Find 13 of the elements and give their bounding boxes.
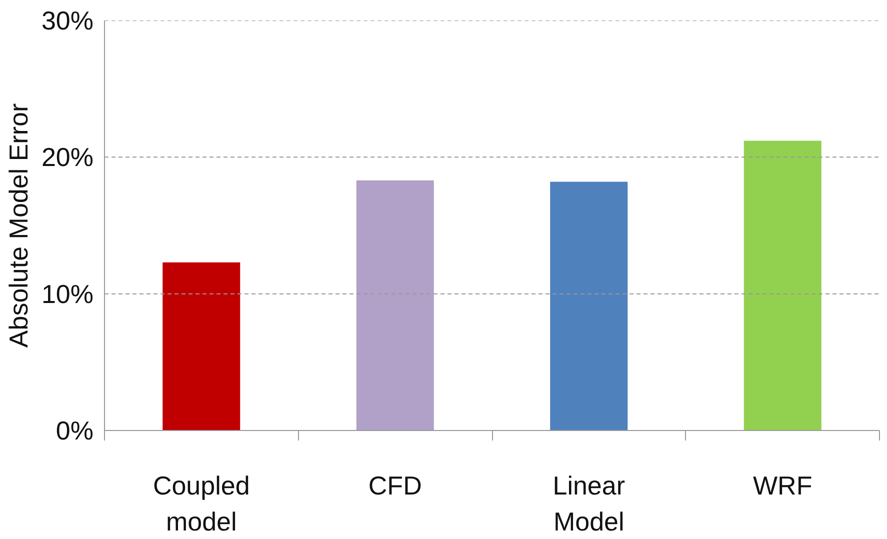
bar (162, 262, 240, 430)
x-tick-label: CFD (368, 470, 422, 500)
bar (744, 140, 822, 430)
y-tick-label: 20% (41, 142, 94, 172)
y-tick-label: 0% (56, 416, 94, 446)
bar (356, 180, 434, 430)
x-tick-label: WRF (753, 470, 812, 500)
y-tick-label: 10% (41, 278, 94, 309)
y-tick-label: 30% (41, 6, 94, 36)
x-tick-label: Linear Model (552, 470, 626, 536)
x-tick-label: Coupled model (152, 470, 250, 536)
bar (550, 182, 628, 430)
y-axis-title: Absolute Model Error (3, 103, 34, 348)
